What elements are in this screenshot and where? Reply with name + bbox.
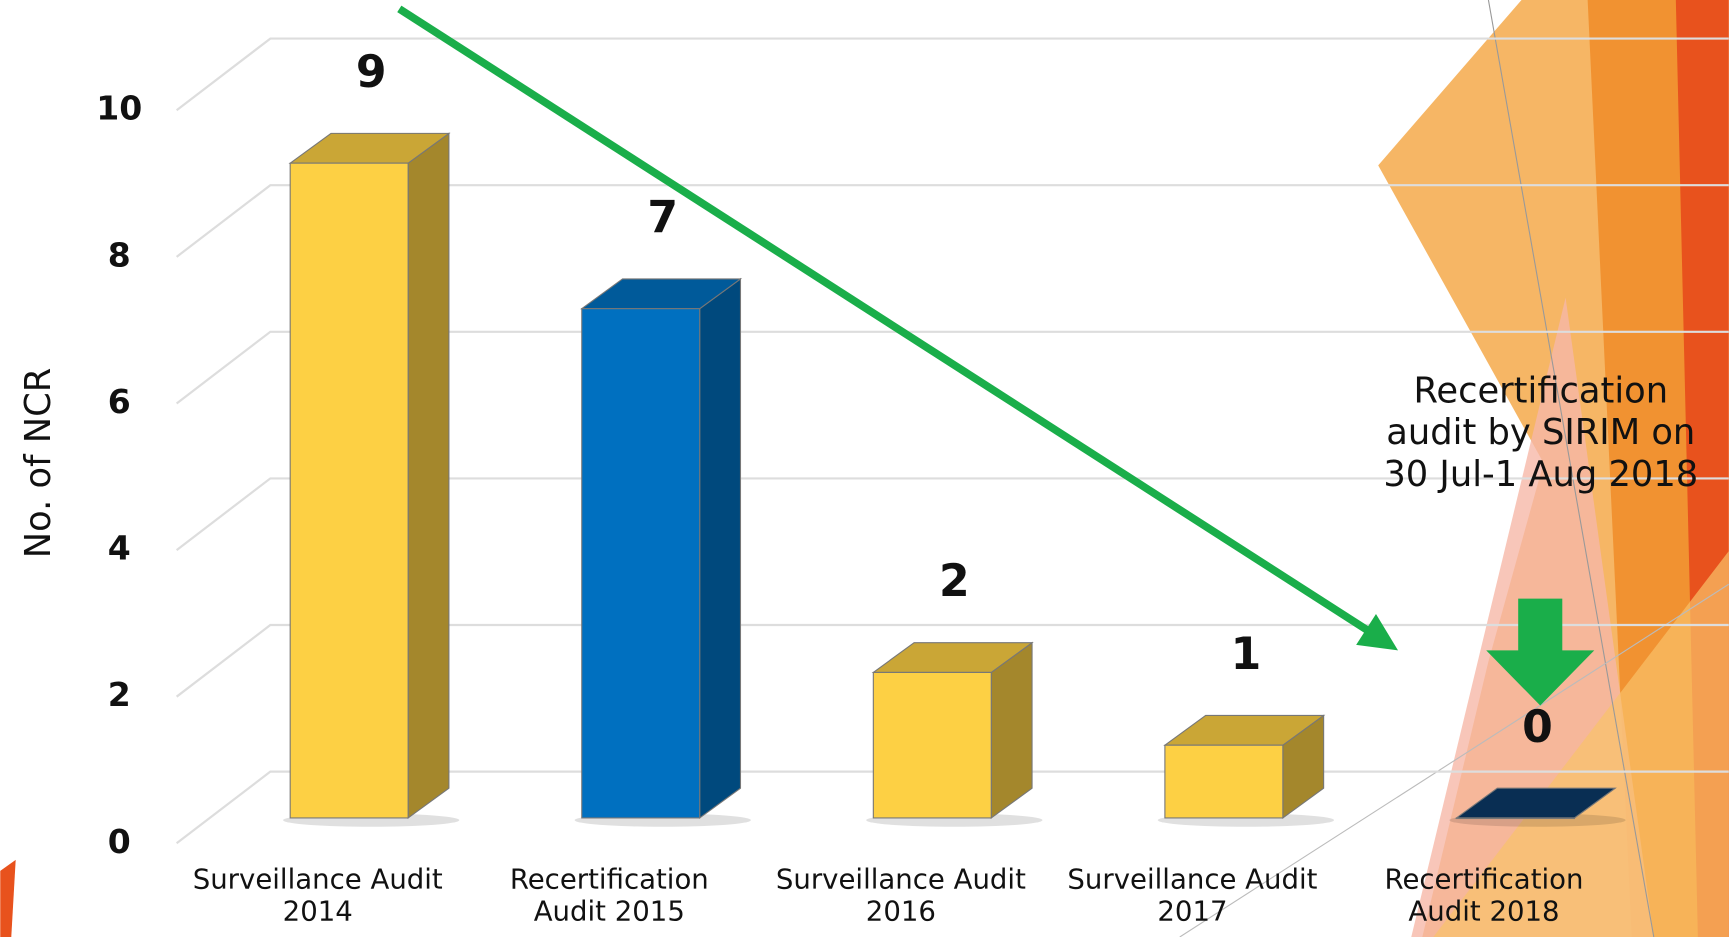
value-label: 9 [356,47,387,98]
x-tick-label-box: Surveillance Audit 2017 [1060,863,1325,937]
y-tick-label: 6 [108,382,131,421]
x-tick-label-box: Surveillance Audit 2016 [769,863,1034,937]
bar-side [408,133,449,818]
value-label: 7 [647,192,678,243]
value-label: 2 [939,556,970,607]
y-tick-label: 8 [108,235,131,274]
y-tick-label: 4 [108,529,131,568]
y-tick-label: 2 [108,675,131,714]
trend-arrow [399,9,1594,706]
x-tick-label: Surveillance Audit 2016 [769,863,1034,927]
annotation-box: Recertification audit by SIRIM on 30 Jul… [1378,369,1703,556]
x-tick-label: Recertification Audit 2015 [477,863,742,927]
x-tick-label-box: Recertification Audit 2018 [1352,863,1617,937]
value-label: 1 [1231,629,1262,680]
annotation: Recertification audit by SIRIM on 30 Jul… [1378,369,1703,495]
y-tick-label: 10 [96,89,142,128]
bar [873,672,991,818]
bar [290,163,408,818]
y-tick-label: 0 [108,822,131,861]
y-axis-label: No. of NCR [18,368,59,558]
bar-side [700,279,741,818]
x-tick-label-box: Surveillance Audit 2014 [185,863,450,937]
bar [582,309,700,818]
x-tick-label: Surveillance Audit 2017 [1060,863,1325,927]
bar-side [991,643,1032,818]
value-label: 0 [1522,702,1553,753]
bar [1456,818,1574,819]
chart: No. of NCR 0246810 9Surveillance Audit 2… [0,0,1729,937]
x-tick-label: Surveillance Audit 2014 [185,863,450,927]
x-tick-label-box: Recertification Audit 2015 [477,863,742,937]
bar [1165,745,1283,818]
x-tick-label: Recertification Audit 2018 [1352,863,1617,927]
